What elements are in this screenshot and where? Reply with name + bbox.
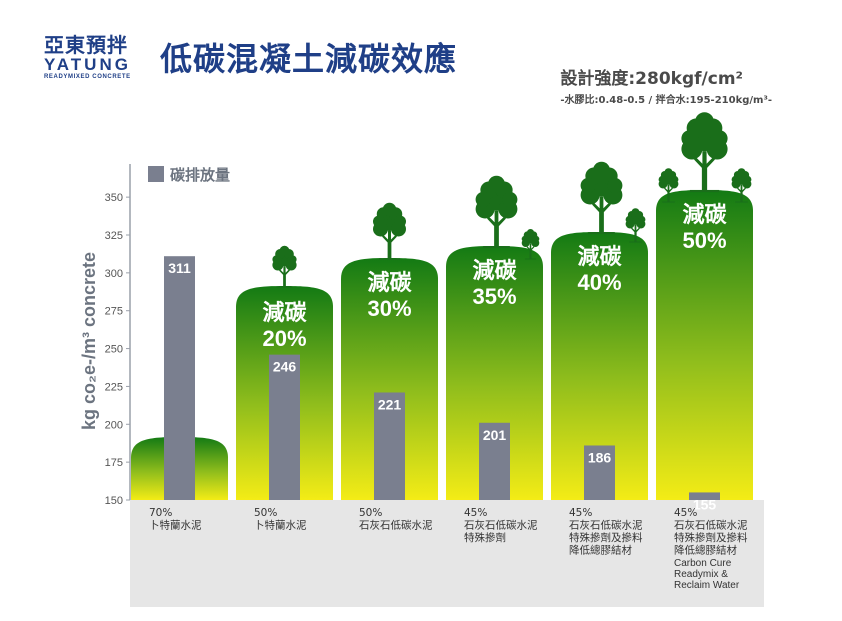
yatung-logo: 亞東預拌 YATUNG READYMIXED CONCRETE xyxy=(44,34,150,81)
y-axis-label: kg co₂e-/m³ concrete xyxy=(79,252,99,430)
reduction-percent: 20% xyxy=(262,326,306,351)
category-label: 特殊摻劑及摻料 xyxy=(674,531,748,544)
category-label: 卜特蘭水泥 xyxy=(149,519,202,532)
small-tree-icon xyxy=(521,229,540,260)
emission-bar xyxy=(479,422,510,500)
y-tick-label: 325 xyxy=(105,230,123,242)
y-tick-label: 225 xyxy=(105,381,123,393)
bar-value-label: 311 xyxy=(168,260,191,276)
y-tick-label: 300 xyxy=(105,268,123,280)
reduction-mound xyxy=(446,246,543,500)
reduction-label: 減碳 xyxy=(262,301,307,326)
reduction-percent: 40% xyxy=(577,270,621,295)
bar-value-label: 155 xyxy=(693,496,717,512)
emission-bar xyxy=(584,445,615,500)
category-label: 特殊摻劑 xyxy=(464,531,506,544)
small-tree-icon xyxy=(731,168,752,203)
y-tick-label: 200 xyxy=(105,419,123,431)
reduction-label: 減碳 xyxy=(682,203,727,228)
page-title: 低碳混凝土減碳效應 xyxy=(160,40,458,78)
category-label: 卜特蘭水泥 xyxy=(254,519,307,532)
tree-icon xyxy=(272,245,297,288)
bar-value-label: 201 xyxy=(483,427,507,443)
reduction-mound xyxy=(656,190,753,500)
reduction-percent: 35% xyxy=(472,284,516,309)
category-label: 降低總膠結材 xyxy=(569,544,632,557)
category-label: 降低總膠結材 xyxy=(674,544,737,557)
tree-icon xyxy=(475,175,518,248)
bar-value-label: 186 xyxy=(588,449,612,465)
tree-icon xyxy=(681,112,728,193)
tree-icon xyxy=(373,202,406,260)
small-tree-icon xyxy=(658,168,679,203)
category-label: 石灰石低碳水泥 xyxy=(464,519,538,532)
category-label: 石灰石低碳水泥 xyxy=(359,519,433,532)
category-panel xyxy=(130,500,764,607)
y-tick-label: 250 xyxy=(105,344,123,356)
category-label: 45% xyxy=(674,507,697,519)
category-label: Reclaim Water xyxy=(674,580,740,591)
y-tick-label: 350 xyxy=(105,192,123,204)
category-label: 石灰石低碳水泥 xyxy=(569,519,643,532)
legend-swatch xyxy=(148,166,164,182)
category-label: 石灰石低碳水泥 xyxy=(674,519,748,532)
y-tick-label: 175 xyxy=(105,457,123,469)
category-label: Carbon Cure xyxy=(674,558,732,569)
reduction-percent: 50% xyxy=(682,228,726,253)
bar-value-label: 246 xyxy=(273,359,297,375)
category-label: 50% xyxy=(254,507,277,519)
logo-en-text: YATUNG xyxy=(44,55,131,74)
small-tree-icon xyxy=(625,208,646,243)
design-spec: 設計強度:280kgf/cm² -水膠比:0.48-0.5 / 拌合水:195-… xyxy=(560,64,772,106)
category-label: 70% xyxy=(149,507,172,519)
logo-sub-text: READYMIXED CONCRETE xyxy=(44,74,131,80)
logo-cjk-text: 亞東預拌 xyxy=(44,33,128,57)
category-label: 45% xyxy=(569,507,592,519)
reduction-percent: 30% xyxy=(367,296,411,321)
reduction-mound xyxy=(341,258,438,500)
category-label: 45% xyxy=(464,507,487,519)
y-tick-label: 275 xyxy=(105,306,123,318)
y-tick-label: 150 xyxy=(105,495,123,507)
category-label: 特殊摻劑及摻料 xyxy=(569,531,643,544)
category-label: 50% xyxy=(359,507,382,519)
reduction-label: 減碳 xyxy=(577,245,622,270)
reduction-label: 減碳 xyxy=(472,259,517,284)
reduction-label: 減碳 xyxy=(367,271,412,296)
design-strength: 設計強度:280kgf/cm² xyxy=(560,69,743,89)
emission-bar xyxy=(689,492,720,500)
reduction-mound xyxy=(551,232,648,500)
bar-value-label: 221 xyxy=(378,396,402,412)
emission-bar xyxy=(269,354,300,500)
emission-bar xyxy=(374,392,405,500)
category-label: Readymix & xyxy=(674,569,728,580)
emission-bar xyxy=(164,256,195,500)
legend-label: 碳排放量 xyxy=(170,166,230,184)
tree-icon xyxy=(580,161,623,234)
mix-ratio: -水膠比:0.48-0.5 / 拌合水:195-210kg/m³- xyxy=(560,95,772,106)
